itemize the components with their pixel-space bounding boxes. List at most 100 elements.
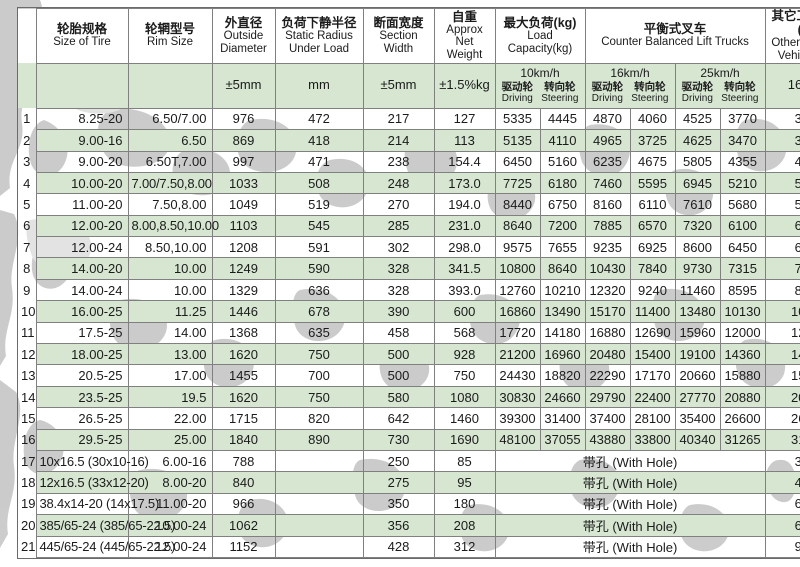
table-row[interactable]: 4 10.00-20 7.00/7.50,8.00 1033 508 248 173.0 77… [18,171,800,195]
cell-16kmh-driving: 7885 [584,214,631,238]
column-header-3: 负荷下静半径 Static Radius Under Load [274,8,364,64]
driving-label-cn: 驱动轮 [591,80,624,93]
cell-section-width: 328 [362,278,435,302]
cell-10kmh-steering: 4445 [539,107,586,131]
other-industrial-unit: 16km/h [764,62,800,109]
column-header-en: Size of Tire [53,36,111,49]
cell-size-of-tire: 8.25-20 [35,107,129,131]
cell-rim-size: 8.50,10.00 [127,236,213,259]
row-number: 15 [21,410,36,426]
table-row[interactable]: 20 385/65-24 (385/65-22.5) 10.00-24 1062 356… [18,514,800,537]
row-number: 1 [23,111,31,127]
driving-col: 驱动轮 Driving [592,81,624,105]
cell-section-width: 500 [362,343,435,366]
table-row[interactable]: 16 29.5-25 25.00 1840 890 730 1690 48100 37055 43… [18,428,800,452]
table-row[interactable]: 17 10x16.5 (30x10-16) 6.00-16 788 250 85 带孔 (W… [18,449,800,473]
cell-other-industrial: 6650 [764,514,800,537]
cell-net-weight: 1690 [433,428,496,452]
table-row[interactable]: 21 445/65-24 (445/65-22.5) 12.00-24 1152 428… [18,535,800,558]
cell-section-width: 390 [362,300,435,323]
cell-10kmh-driving: 7725 [494,171,541,195]
cell-section-width: 275 [362,471,435,494]
cell-10kmh-steering: 31400 [539,407,586,430]
cell-10kmh-steering: 6750 [539,193,586,216]
cell-10kmh-steering: 16960 [539,343,586,366]
table-row[interactable]: 18 12x16.5 (33x12-20) 8.00-20 840 275 95 带孔 (W… [18,471,800,494]
cell-outside-diameter: 1368 [211,321,276,345]
table-row[interactable]: 6 12.00-20 8.00,8.50,10.00 1103 545 285 231.0 8… [18,214,800,238]
cell-10kmh-driving: 48100 [494,428,541,452]
table-row[interactable]: 13 20.5-25 17.00 1455 700 500 750 24430 18820 222… [18,364,800,387]
cell-16kmh-steering: 12690 [629,321,676,345]
cell-16kmh-driving: 4870 [584,107,631,131]
cell-10kmh-steering: 18820 [539,364,586,387]
cell-rim-size: 14.00 [127,321,213,345]
cell-with-hole: 带孔 (With Hole) [494,535,766,558]
unit-cell-0 [35,62,129,109]
cell-outside-diameter: 840 [211,471,276,494]
table-row[interactable]: 1 8.25-20 6.50/7.00 976 472 217 127 5335 4445 487… [18,107,800,131]
cell-size-of-tire: 12.00-20 [35,214,129,238]
column-header-cn: 最大负荷(kg) [503,16,577,30]
cell-other-industrial: 12000 [764,321,800,345]
table-row[interactable]: 14 23.5-25 19.5 1620 750 580 1080 30830 24660 297… [18,385,800,409]
cell-net-weight: 750 [433,364,496,387]
table-row[interactable]: 11 17.5-25 14.00 1368 635 458 568 17720 14180 168… [18,321,800,345]
cell-static-radius: 750 [274,343,364,366]
cell-outside-diameter: 1033 [211,171,276,195]
cell-outside-diameter: 1840 [211,428,276,452]
cell-other-industrial: 9030 [764,535,800,558]
cell-size-of-tire: 20.5-25 [35,364,129,387]
column-header-en: Load Capacity(kg) [507,30,573,55]
cell-16kmh-driving: 29790 [584,385,631,409]
cell-other-industrial: 4050 [764,471,800,494]
cell-other-industrial: 8800 [764,278,800,302]
column-header-cn: 自重 [451,9,477,24]
cell-with-hole: 带孔 (With Hole) [494,471,766,494]
cell-25kmh-steering: 6100 [719,214,766,238]
table-row[interactable]: 12 18.00-25 13.00 1620 750 500 928 21200 16960 20… [18,343,800,366]
cell-rim-size: 6.50 [127,129,213,152]
cell-static-radius: 890 [274,428,364,452]
cell-rim-size: 10.00 [127,278,213,302]
cell-16kmh-driving: 20480 [584,343,631,366]
table-row[interactable]: 19 38.4x14-20 (14x17.5) 11.00-20 966 350 180 带… [18,492,800,516]
cell-25kmh-driving: 5805 [674,150,721,173]
table-row[interactable]: 2 9.00-16 6.50 869 418 214 113 5135 4110 4965 3725… [18,129,800,152]
column-header-1: 轮辋型号 Rim Size [127,8,213,64]
cell-static-radius: 545 [274,214,364,238]
table-row[interactable]: 3 9.00-20 6.50T,7.00 997 471 238 154.4 6450 5160… [18,150,800,173]
cell-outside-diameter: 1329 [211,278,276,302]
column-header-en: Counter Balanced Lift Trucks [601,36,749,49]
table-row[interactable]: 9 14.00-24 10.00 1329 636 328 393.0 12760 10210 1… [18,278,800,302]
table-row[interactable]: 10 16.00-25 11.25 1446 678 390 600 16860 13490 15… [18,300,800,323]
cell-25kmh-driving: 20660 [674,364,721,387]
cell-25kmh-driving: 13480 [674,300,721,323]
table-row[interactable]: 5 11.00-20 7.50,8.00 1049 519 270 194.0 8440 675… [18,193,800,216]
cell-static-radius: 418 [274,129,364,152]
cell-25kmh-driving: 4625 [674,129,721,152]
cell-10kmh-steering: 37055 [539,428,586,452]
cell-16kmh-steering: 3725 [629,129,676,152]
column-header-en: Approx Net Weight [446,23,483,62]
cell-10kmh-driving: 10800 [494,257,541,280]
column-header-0: 轮胎规格 Size of Tire [35,8,129,64]
cell-other-industrial: 14360 [764,343,800,366]
table-row[interactable]: 7 12.00-24 8.50,10.00 1208 591 302 298.0 9575 76… [18,236,800,259]
cell-outside-diameter: 1062 [211,514,276,537]
cell-10kmh-driving: 8640 [494,214,541,238]
row-number: 14 [21,389,36,405]
cell-static-radius [274,471,364,494]
column-header-2: 外直径 Outside Diameter [211,8,276,64]
cell-net-weight: 231.0 [433,214,496,238]
driving-label-en: Driving [681,92,713,104]
cell-section-width: 730 [362,428,435,452]
row-number: 8 [23,261,31,277]
table-row[interactable]: 8 14.00-20 10.00 1249 590 328 341.5 10800 8640 10… [18,257,800,280]
table-row[interactable]: 15 26.5-25 22.00 1715 820 642 1460 39300 31400 37… [18,407,800,430]
cell-section-width: 250 [362,449,435,473]
cell-static-radius: 519 [274,193,364,216]
column-header-lift-trucks: 平衡式叉车 Counter Balanced Lift Trucks [584,8,766,64]
column-header-load-capacity: 最大负荷(kg) Load Capacity(kg) [494,8,586,64]
cell-net-weight: 1080 [433,385,496,409]
